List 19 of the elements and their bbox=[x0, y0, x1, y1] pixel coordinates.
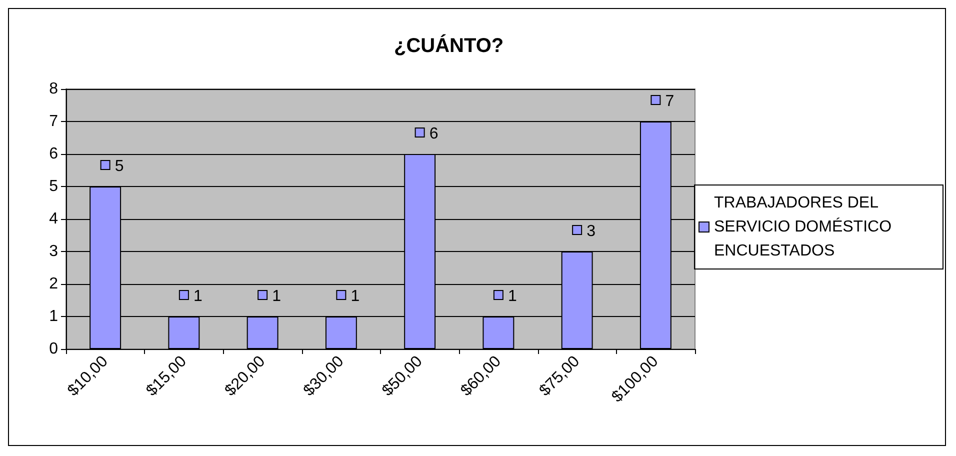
data-label: 3 bbox=[586, 223, 596, 240]
y-tick-label: 5 bbox=[49, 178, 58, 195]
data-label: 7 bbox=[665, 93, 674, 110]
data-label: 1 bbox=[350, 288, 360, 305]
y-tick-label: 2 bbox=[49, 276, 58, 292]
data-label: 6 bbox=[429, 126, 438, 142]
data-label: 1 bbox=[193, 288, 202, 305]
y-tick-label: 4 bbox=[49, 210, 58, 228]
y-tick-label: 8 bbox=[49, 80, 58, 98]
y-tick-label: 3 bbox=[49, 243, 58, 260]
chart-title: ¿CUÁNTO? bbox=[394, 34, 504, 57]
y-tick-label: 6 bbox=[49, 146, 58, 162]
y-tick-label: 1 bbox=[49, 308, 58, 325]
data-label: 5 bbox=[114, 158, 124, 175]
y-tick-label: 0 bbox=[49, 340, 58, 358]
y-tick-label: 7 bbox=[49, 113, 58, 130]
legend-label: TRABAJADORES DEL SERVICIO DOMÉSTICO ENCUESTADOS bbox=[714, 194, 896, 260]
data-label: 1 bbox=[272, 288, 282, 305]
data-label: 1 bbox=[508, 288, 517, 305]
